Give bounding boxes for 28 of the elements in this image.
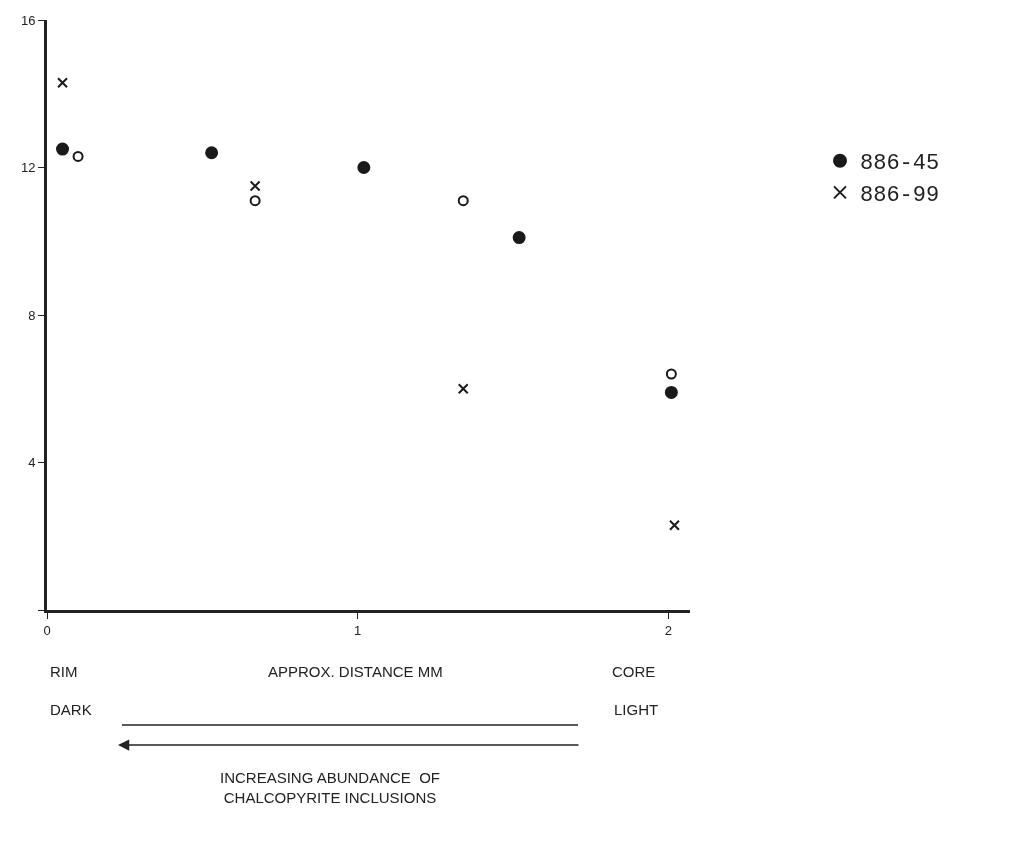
point [72,150,84,162]
y-tick-label: 16 [20,12,36,28]
point [249,180,261,192]
point [668,519,680,531]
x-tick-label: 2 [664,622,672,638]
text: LIGHT [614,701,659,718]
text: RIM [50,663,78,680]
y-tick-label: 12 [20,160,36,176]
text: INCREASING ABUNDANCE OF CHALCOPYRITE INCLUSIONS [220,769,441,806]
point [665,368,677,380]
point [457,195,469,207]
point [357,161,371,174]
x-axis-title: APPROX. DISTANCE MM [268,663,443,680]
point [56,142,70,156]
x-tick-label: 0 [43,622,51,638]
x-tick-label: 1 [354,622,362,638]
point [457,383,469,395]
point [664,385,678,399]
legend-label: 886-45 [860,151,940,177]
y-tick-label: 8 [28,307,36,323]
y-tick-label: 4 [28,455,36,471]
point [512,231,526,245]
text: CORE [612,663,656,680]
point [57,77,69,89]
text: DARK [50,701,92,718]
point [249,195,261,207]
legend-label: 886-99 [860,182,940,208]
point [205,146,219,160]
